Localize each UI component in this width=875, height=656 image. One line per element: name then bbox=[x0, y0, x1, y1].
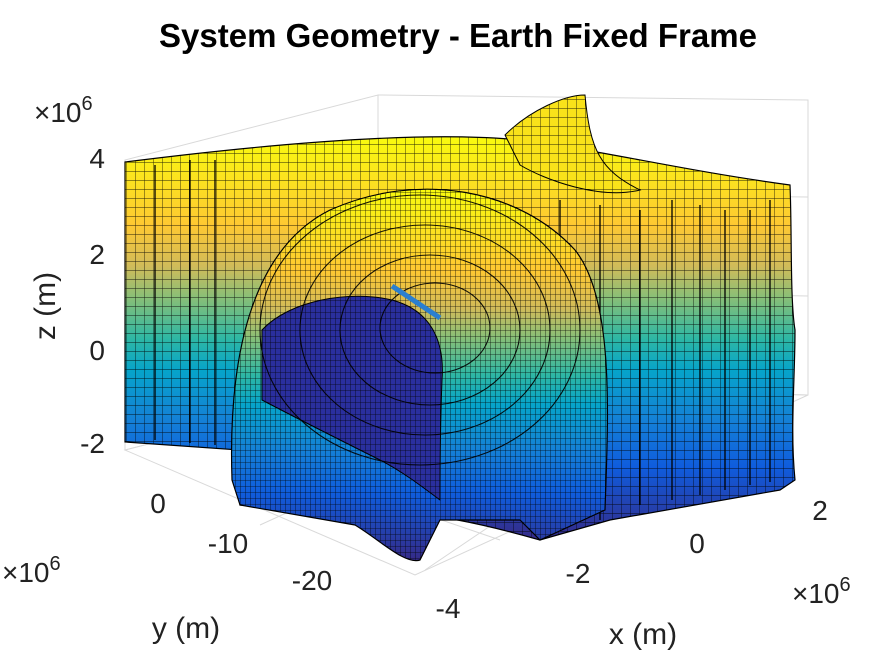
z-exponent-base: ×10 bbox=[34, 97, 82, 128]
z-axis-label: z (m) bbox=[29, 272, 62, 340]
chart-title: System Geometry - Earth Fixed Frame bbox=[159, 17, 757, 54]
y-exponent-base: ×10 bbox=[2, 557, 50, 588]
x-tick: 2 bbox=[812, 495, 828, 526]
y-axis: 0 -10 -20 y (m) ×106 bbox=[2, 488, 332, 645]
y-axis-label: y (m) bbox=[152, 612, 220, 645]
x-axis-label: x (m) bbox=[609, 618, 677, 651]
z-tick: 0 bbox=[89, 335, 105, 366]
x-exponent-power: 6 bbox=[840, 574, 851, 596]
z-tick: 4 bbox=[89, 143, 105, 174]
sensor-segment bbox=[390, 283, 442, 321]
x-exponent: ×106 bbox=[792, 574, 851, 609]
surface-plot bbox=[124, 94, 796, 562]
y-tick: -10 bbox=[208, 528, 248, 559]
y-exponent: ×106 bbox=[2, 553, 61, 588]
x-exponent-base: ×10 bbox=[792, 578, 840, 609]
x-tick: -2 bbox=[566, 558, 591, 589]
z-exponent-power: 6 bbox=[82, 93, 93, 115]
y-exponent-power: 6 bbox=[50, 553, 61, 575]
y-tick: 0 bbox=[150, 488, 166, 519]
z-exponent: ×106 bbox=[34, 93, 93, 128]
surface-rings bbox=[259, 194, 581, 466]
z-axis: 4 2 0 -2 z (m) ×106 bbox=[29, 93, 105, 459]
x-tick: 0 bbox=[689, 528, 705, 559]
z-tick: 2 bbox=[89, 239, 105, 270]
x-axis: -4 -2 0 2 x (m) ×106 bbox=[436, 495, 851, 651]
y-tick: -20 bbox=[292, 565, 332, 596]
z-tick: -2 bbox=[80, 428, 105, 459]
x-tick: -4 bbox=[436, 593, 461, 624]
